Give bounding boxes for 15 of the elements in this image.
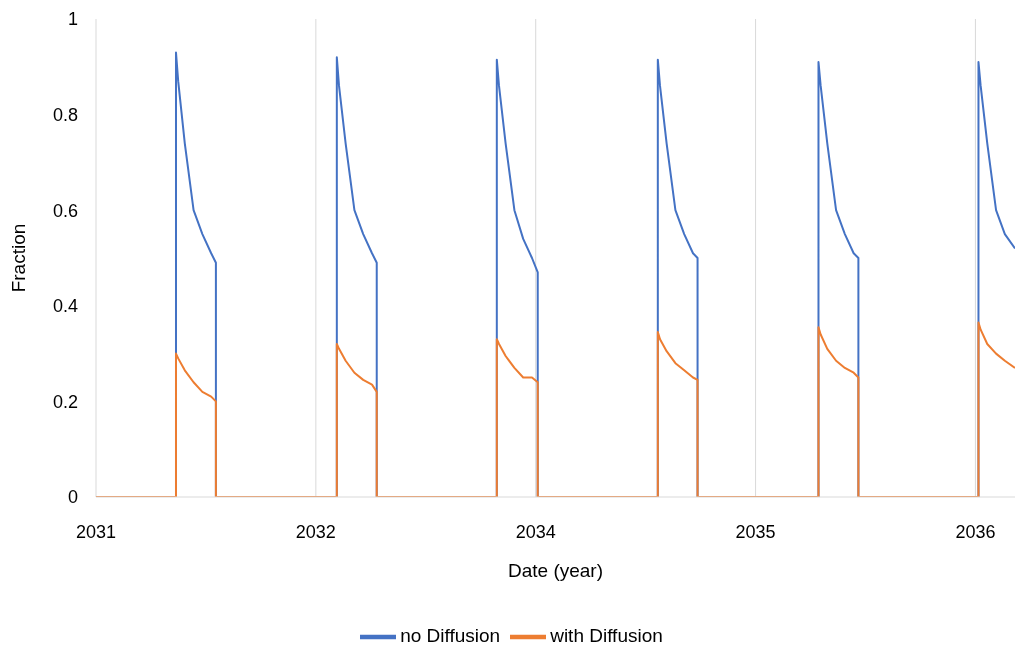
legend-label: no Diffusion (400, 625, 501, 647)
legend-label: with Diffusion (550, 625, 663, 647)
x-tick-label: 2034 (515, 521, 556, 542)
y-tick-label: 0.8 (52, 104, 78, 125)
x-tick-label: 2035 (735, 521, 776, 542)
y-axis-title: Fraction (7, 223, 29, 293)
y-tick-label: 0.2 (52, 391, 78, 412)
x-axis-title: Date (year) (507, 560, 604, 581)
y-tick-label: 0 (67, 487, 78, 508)
y-tick-label: 1 (67, 9, 78, 30)
x-tick-label: 2032 (295, 521, 336, 542)
x-tick-label: 2036 (955, 521, 996, 542)
x-tick-label: 2031 (75, 521, 117, 542)
y-tick-label: 0.6 (52, 200, 78, 221)
y-tick-label: 0.4 (52, 296, 78, 317)
